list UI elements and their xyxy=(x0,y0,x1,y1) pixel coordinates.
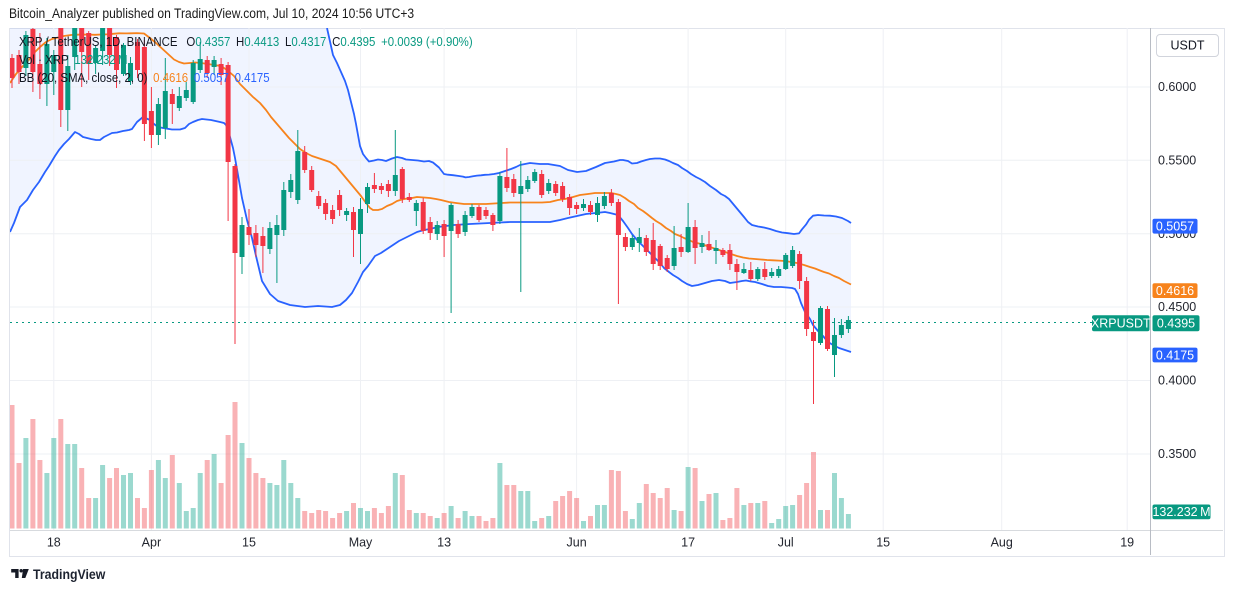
svg-text:0.3500: 0.3500 xyxy=(1158,447,1196,461)
svg-text:15: 15 xyxy=(876,536,890,550)
svg-text:Jun: Jun xyxy=(567,536,587,550)
svg-text:0.5500: 0.5500 xyxy=(1158,153,1196,167)
svg-text:XRPUSDT: XRPUSDT xyxy=(1091,317,1151,331)
svg-text:132.232 M: 132.232 M xyxy=(1152,505,1210,519)
svg-text:0.4395: 0.4395 xyxy=(1157,317,1195,331)
svg-text:18: 18 xyxy=(47,536,61,550)
svg-text:USDT: USDT xyxy=(1170,39,1204,53)
svg-text:Apr: Apr xyxy=(142,536,161,550)
svg-text:Jul: Jul xyxy=(778,536,794,550)
svg-text:0.5057: 0.5057 xyxy=(1156,220,1194,234)
svg-text:0.6000: 0.6000 xyxy=(1158,80,1196,94)
svg-text:15: 15 xyxy=(242,536,256,550)
svg-text:19: 19 xyxy=(1120,536,1134,550)
svg-text:May: May xyxy=(349,536,373,550)
svg-text:0.4500: 0.4500 xyxy=(1158,300,1196,314)
svg-text:0.4175: 0.4175 xyxy=(1156,348,1194,362)
svg-text:0.4616: 0.4616 xyxy=(1156,284,1194,298)
svg-text:0.4000: 0.4000 xyxy=(1158,374,1196,388)
svg-text:Aug: Aug xyxy=(991,536,1013,550)
svg-text:13: 13 xyxy=(437,536,451,550)
svg-text:17: 17 xyxy=(681,536,695,550)
